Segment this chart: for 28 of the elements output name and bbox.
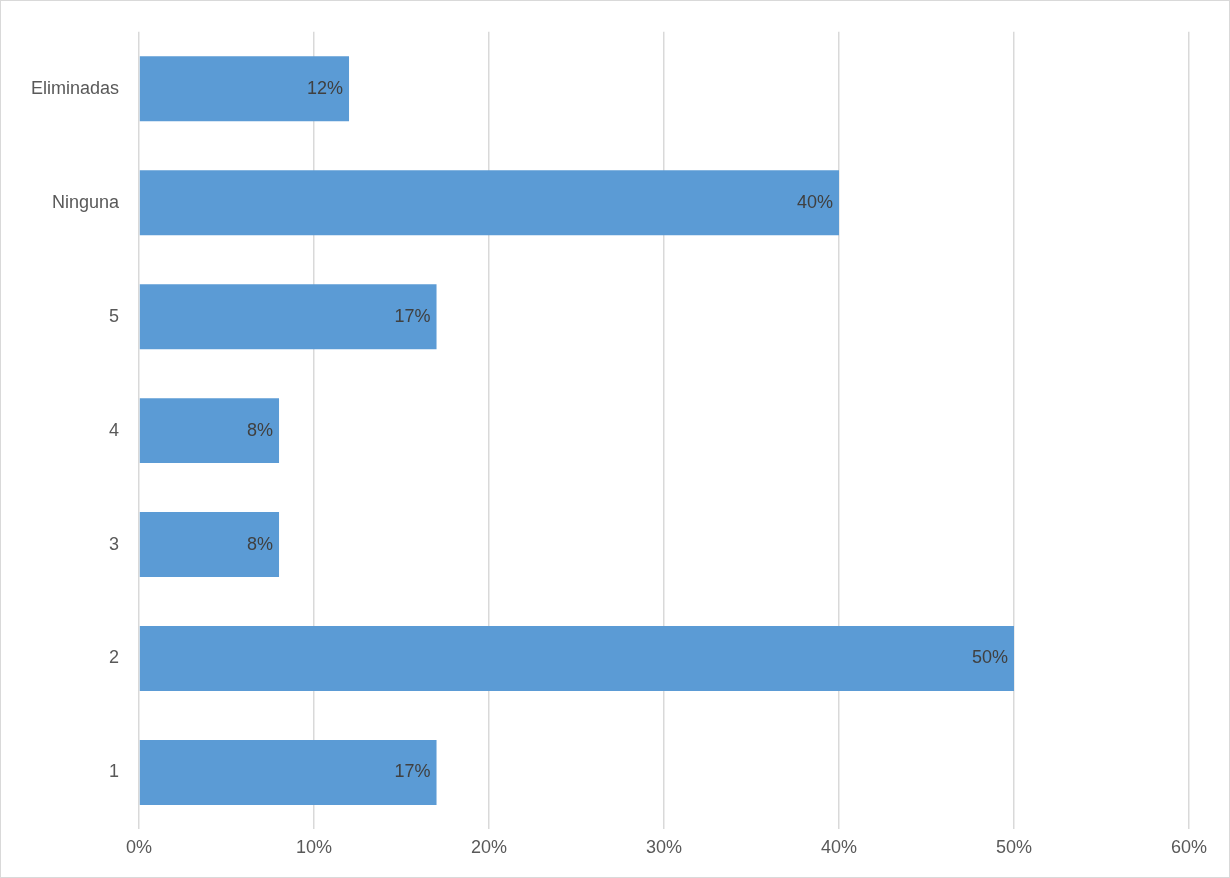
bar — [139, 739, 437, 805]
data-label: 40% — [796, 191, 834, 212]
y-tick-label: 3 — [109, 533, 120, 554]
bar — [139, 56, 350, 122]
y-tick-label: Ninguna — [51, 191, 121, 212]
x-tick-label: 60% — [1170, 837, 1208, 858]
x-tick-label: 20% — [471, 837, 508, 858]
y-tick-label: 4 — [109, 419, 120, 440]
x-tick-label: 30% — [646, 837, 683, 858]
data-label: 12% — [307, 77, 344, 98]
bar — [139, 512, 280, 578]
x-tick-label: 10% — [296, 837, 333, 858]
data-label: 17% — [394, 761, 431, 782]
y-tick-label: 2 — [109, 647, 120, 668]
bar — [139, 284, 437, 350]
x-tick-label: 40% — [821, 837, 858, 858]
y-tick-label: 1 — [109, 761, 120, 782]
bar — [139, 170, 840, 236]
x-tick-label: 0% — [126, 837, 153, 858]
y-tick-label: 5 — [109, 305, 120, 326]
x-tick-label: 50% — [995, 837, 1033, 858]
bar — [139, 626, 1015, 691]
data-label: 50% — [971, 647, 1009, 668]
data-label: 8% — [247, 419, 274, 440]
data-label: 17% — [394, 305, 431, 326]
bar — [139, 398, 280, 464]
y-tick-label: Eliminadas — [30, 77, 120, 98]
data-label: 8% — [247, 533, 274, 554]
